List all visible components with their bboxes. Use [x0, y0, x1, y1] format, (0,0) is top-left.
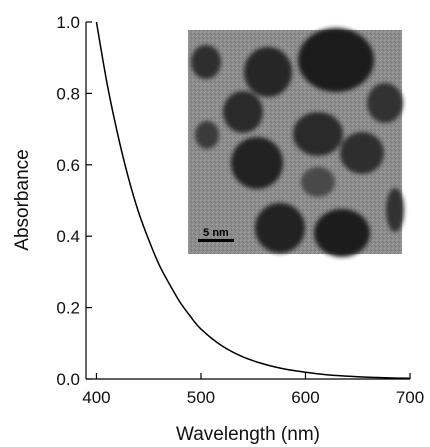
nanoparticle [386, 188, 404, 232]
x-ticks: 400 500 600 700 [82, 373, 424, 407]
nanoparticles [191, 28, 404, 257]
nanoparticle [293, 112, 343, 156]
y-tick-label: 1.0 [56, 13, 80, 32]
absorbance-curve [95, 22, 410, 379]
y-tick-label: 0.0 [56, 370, 80, 389]
nanoparticle [298, 28, 374, 92]
axes [85, 22, 410, 380]
scale-bar-label: 5 nm [203, 227, 229, 239]
y-tick-label: 0.4 [56, 227, 80, 246]
y-tick-label: 0.6 [56, 156, 80, 175]
nanoparticle [367, 83, 403, 123]
y-tick-label: 0.2 [56, 299, 80, 318]
nanoparticle [255, 203, 305, 253]
nanoparticle [340, 132, 384, 174]
nanoparticle [231, 137, 283, 189]
y-axis-title: Absorbance [12, 149, 33, 250]
nanoparticle [314, 209, 370, 257]
nanoparticle [191, 45, 221, 79]
scale-bar [198, 239, 234, 242]
series-group [95, 22, 410, 379]
tem-inset-image: 5 nm [188, 28, 404, 257]
nanoparticle [195, 121, 219, 149]
x-tick-label: 600 [291, 388, 319, 407]
nanoparticle [223, 91, 263, 133]
x-tick-label: 700 [396, 388, 424, 407]
x-tick-label: 400 [82, 388, 110, 407]
x-axis-title: Wavelength (nm) [176, 424, 320, 445]
x-tick-label: 500 [187, 388, 215, 407]
nanoparticle [244, 47, 292, 97]
y-tick-label: 0.8 [56, 84, 80, 103]
y-ticks: 0.0 0.2 0.4 0.6 0.8 1.0 [56, 13, 92, 389]
nanoparticle [301, 167, 335, 197]
